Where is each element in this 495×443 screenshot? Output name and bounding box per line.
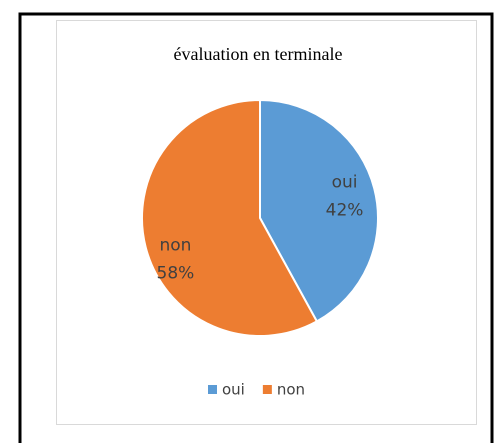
- data-label-name: non: [159, 236, 191, 256]
- pie-slice: [259, 98, 379, 323]
- chart-title: évaluation en terminale: [174, 44, 343, 64]
- data-label-value: 42%: [326, 200, 364, 220]
- legend-swatch: [262, 385, 272, 394]
- data-label-value: 58%: [157, 264, 195, 284]
- frame: [18, 12, 494, 443]
- legend-label: non: [277, 381, 305, 399]
- legend-swatch: [208, 385, 217, 394]
- legend-label: oui: [222, 381, 245, 399]
- pie-slice: [141, 98, 319, 337]
- data-label-name: oui: [332, 172, 358, 192]
